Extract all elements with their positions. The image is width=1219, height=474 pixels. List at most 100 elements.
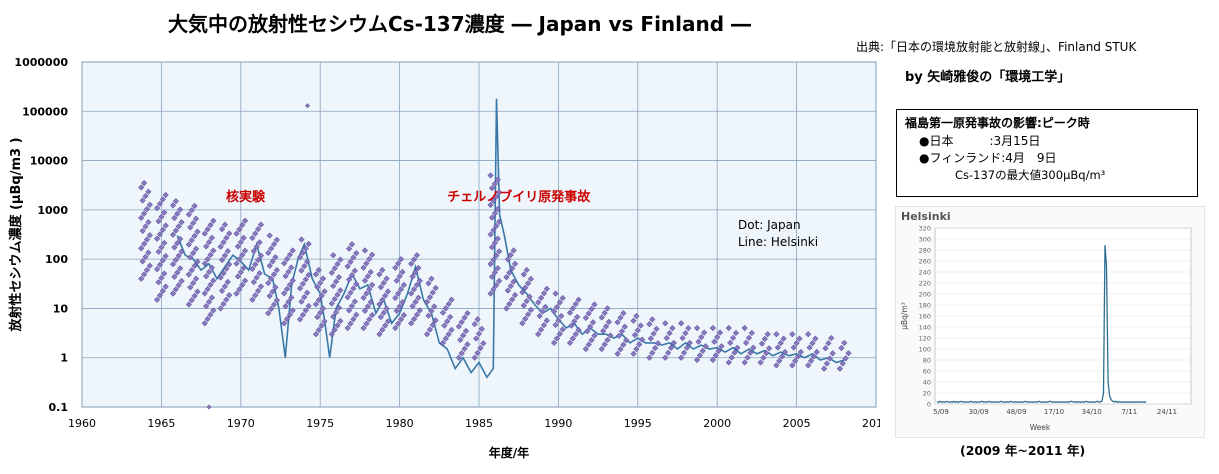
data-point-japan <box>823 360 831 367</box>
data-point-japan <box>426 326 434 333</box>
data-point-japan <box>140 179 148 187</box>
data-point-japan <box>522 284 529 291</box>
annotation-chernobyl: チェルノブイリ原発事故 <box>447 189 591 205</box>
data-point-japan <box>368 311 376 319</box>
data-point-japan <box>536 312 543 320</box>
data-point-japan <box>377 284 385 291</box>
data-point-japan <box>344 263 351 270</box>
data-point-japan <box>383 305 390 312</box>
data-point-japan <box>254 256 262 264</box>
data-point-japan <box>156 292 164 299</box>
y-tick-label: 1000000 <box>14 56 68 69</box>
data-point-japan <box>139 197 146 204</box>
data-point-japan <box>269 258 276 265</box>
data-point-japan <box>568 322 575 329</box>
data-point-japan <box>282 273 289 280</box>
data-point-japan <box>425 312 432 319</box>
data-point-japan <box>601 341 608 348</box>
data-point-japan <box>285 268 292 276</box>
data-point-japan <box>252 292 259 299</box>
data-point-japan <box>742 339 750 346</box>
data-point-japan <box>555 317 562 324</box>
data-point-japan <box>140 210 148 217</box>
data-point-japan <box>175 282 182 289</box>
data-point-japan <box>185 301 193 308</box>
data-point-japan <box>142 192 149 200</box>
data-point-japan <box>192 215 200 222</box>
y-axis-label: 放射性セシウム濃度 (μBq/m3 ) <box>8 137 24 332</box>
data-point-japan <box>302 245 309 252</box>
data-point-japan <box>236 286 243 293</box>
data-point-japan <box>448 326 455 334</box>
data-point-japan <box>825 340 832 347</box>
data-point-japan <box>364 303 371 310</box>
data-point-japan <box>301 262 308 270</box>
data-point-japan <box>241 277 249 284</box>
data-point-japan <box>305 240 312 248</box>
inset-y-tick-label: 180 <box>919 302 931 310</box>
data-point-japan <box>575 296 582 303</box>
data-point-japan <box>296 254 304 261</box>
data-point-japan <box>201 320 208 327</box>
data-point-japan <box>410 315 418 323</box>
inset-x-tick-label: 48/09 <box>1006 408 1026 416</box>
data-point-japan <box>439 339 447 347</box>
data-point-japan <box>194 228 201 235</box>
data-point-japan <box>224 278 231 286</box>
data-point-japan <box>162 191 169 199</box>
data-point-japan <box>727 339 734 346</box>
inset-caption: (2009 年~2011 年) <box>960 443 1086 458</box>
data-point-japan <box>412 298 419 306</box>
data-point-japan <box>598 345 605 353</box>
data-point-japan <box>299 249 307 256</box>
data-point-japan <box>218 225 226 233</box>
data-point-japan <box>439 309 447 316</box>
data-point-japan <box>464 341 471 348</box>
data-point-japan <box>240 264 247 272</box>
data-point-japan <box>210 247 217 254</box>
data-point-japan <box>494 235 501 242</box>
data-point-japan <box>143 266 151 274</box>
data-point-japan <box>614 319 621 326</box>
data-point-japan <box>221 252 229 259</box>
series-line-helsinki <box>176 98 845 379</box>
data-point-japan <box>582 345 590 353</box>
data-point-japan <box>504 287 512 294</box>
inset-y-tick-label: 240 <box>919 269 931 277</box>
data-point-japan <box>171 244 178 251</box>
data-point-japan <box>810 353 818 360</box>
data-point-japan <box>159 257 166 264</box>
data-point-japan <box>188 267 195 274</box>
data-point-japan <box>299 280 307 288</box>
data-point-japan <box>236 226 243 233</box>
data-point-japan <box>345 307 353 314</box>
inset-y-tick-label: 20 <box>923 390 931 398</box>
x-tick-label: 1990 <box>544 417 572 430</box>
data-point-japan <box>347 258 354 266</box>
data-point-japan <box>543 285 550 292</box>
data-point-japan <box>305 302 312 310</box>
data-point-japan <box>315 266 322 274</box>
data-point-japan <box>204 285 211 293</box>
data-point-japan <box>153 296 161 303</box>
data-point-japan <box>614 350 621 357</box>
data-point-japan <box>351 267 358 274</box>
data-point-japan <box>301 294 308 301</box>
data-point-japan <box>540 290 548 297</box>
data-point-japan <box>265 279 272 287</box>
data-point-japan <box>716 329 724 336</box>
inset-y-tick-label: 280 <box>919 247 931 255</box>
data-point-japan <box>487 260 494 268</box>
data-point-japan <box>161 270 168 277</box>
data-point-japan <box>330 313 337 320</box>
data-point-japan <box>496 248 503 255</box>
data-point-japan <box>266 262 273 269</box>
data-point-japan <box>142 223 149 230</box>
data-point-japan <box>400 311 408 319</box>
data-point-japan <box>192 275 200 282</box>
data-point-japan <box>296 285 304 292</box>
data-point-japan <box>777 339 784 347</box>
data-point-japan <box>488 214 496 221</box>
legend-line-label: Line: Helsinki <box>738 235 818 249</box>
data-point-japan <box>241 247 249 254</box>
